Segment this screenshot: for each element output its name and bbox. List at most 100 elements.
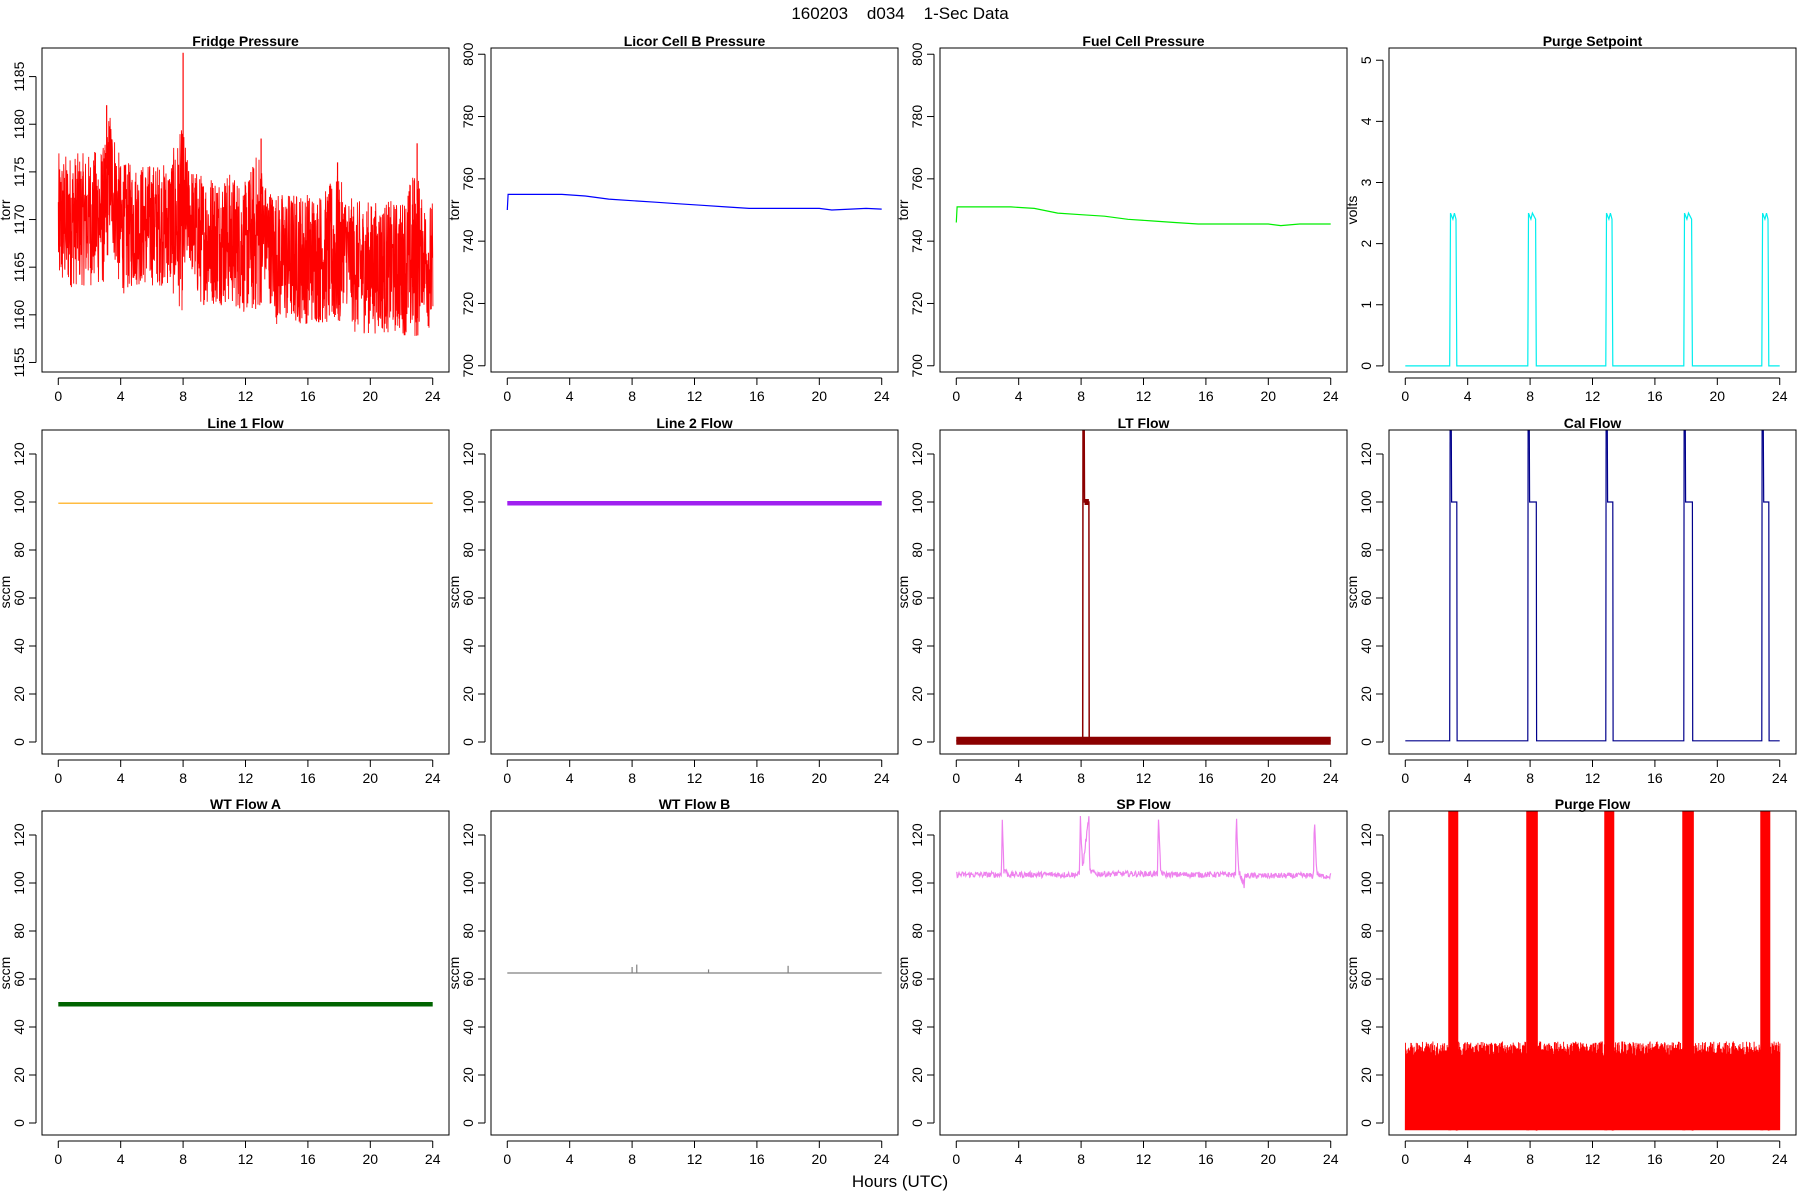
- y-tick-label: 80: [11, 923, 27, 939]
- x-tick-label: 20: [1261, 388, 1277, 404]
- y-tick-label: 100: [11, 871, 27, 895]
- y-tick-label: 40: [1358, 1019, 1374, 1035]
- y-tick-label: 80: [909, 923, 925, 939]
- x-tick-label: 4: [566, 388, 574, 404]
- y-tick-label: 1175: [11, 157, 27, 187]
- y-tick-label: 700: [909, 354, 925, 378]
- chart-panel: Fuel Cell Pressure 0 4 8 12 16 20 24 700 720 740 76…: [895, 33, 1348, 404]
- plot-frame: [939, 429, 1348, 755]
- y-tick-label: 60: [909, 590, 925, 606]
- x-tick-label: 12: [1136, 388, 1152, 404]
- y-tick-label: 1180: [11, 109, 27, 139]
- y-tick-label: 80: [1358, 923, 1374, 939]
- x-tick-label: 8: [628, 770, 636, 786]
- y-tick-label: 120: [1358, 442, 1374, 466]
- chart-panel: Licor Cell B Pressure 0 4 8 12 16 20 24 700 720 74…: [446, 33, 899, 404]
- chart-panel: WT Flow B 0 4 8 12 16 20 24 0 20 40 60 80 100 120 sccm: [446, 796, 899, 1167]
- y-tick-label: 1155: [11, 347, 27, 377]
- panel-title: SP Flow: [1116, 796, 1170, 812]
- y-tick-label: 40: [909, 1019, 925, 1035]
- x-tick-label: 16: [749, 388, 765, 404]
- y-tick-label: 800: [909, 42, 925, 66]
- series-line: [1405, 430, 1780, 742]
- y-tick-label: 20: [460, 686, 476, 702]
- x-tick-label: 0: [503, 388, 511, 404]
- x-tick-label: 20: [1261, 1151, 1277, 1167]
- plot-area: [57, 52, 434, 336]
- y-tick-label: 720: [460, 292, 476, 316]
- y-tick-label: 20: [1358, 686, 1374, 702]
- y-axis-label: sccm: [895, 576, 911, 609]
- y-tick-label: 100: [11, 490, 27, 514]
- x-tick-label: 16: [1647, 770, 1663, 786]
- x-tick-label: 4: [566, 1151, 574, 1167]
- y-tick-label: 100: [460, 871, 476, 895]
- x-tick-label: 12: [238, 770, 254, 786]
- x-tick-label: 0: [952, 1151, 960, 1167]
- y-axis-label: sccm: [895, 957, 911, 990]
- y-tick-label: 0: [11, 738, 27, 746]
- y-tick-label: 3: [1358, 178, 1374, 186]
- y-tick-label: 0: [1358, 738, 1374, 746]
- y-tick-label: 100: [460, 490, 476, 514]
- x-tick-label: 16: [300, 388, 316, 404]
- y-tick-label: 60: [11, 971, 27, 987]
- figure-xlabel: Hours (UTC): [852, 1172, 948, 1191]
- purge-window: [1527, 811, 1537, 1131]
- plot-frame: [41, 429, 450, 755]
- y-tick-label: 0: [1358, 362, 1374, 370]
- x-tick-label: 12: [1585, 1151, 1601, 1167]
- x-tick-label: 24: [425, 388, 441, 404]
- x-tick-label: 24: [1772, 770, 1788, 786]
- panel-title: WT Flow A: [210, 796, 281, 812]
- chart-panel: SP Flow 0 4 8 12 16 20 24 0 20 40 60 80 100 120 sccm: [895, 796, 1348, 1167]
- x-tick-label: 4: [117, 1151, 125, 1167]
- x-tick-label: 20: [363, 770, 379, 786]
- x-tick-label: 24: [874, 770, 890, 786]
- y-tick-label: 0: [909, 1119, 925, 1127]
- y-tick-label: 60: [460, 590, 476, 606]
- purge-window: [1605, 811, 1613, 1131]
- y-tick-label: 5: [1358, 56, 1374, 64]
- y-tick-label: 60: [11, 590, 27, 606]
- x-tick-label: 12: [1585, 770, 1601, 786]
- x-tick-label: 24: [874, 1151, 890, 1167]
- x-tick-label: 12: [687, 770, 703, 786]
- plot-frame: [1388, 810, 1797, 1136]
- y-tick-label: 760: [460, 167, 476, 191]
- x-tick-label: 0: [54, 1151, 62, 1167]
- y-tick-label: 40: [11, 1019, 27, 1035]
- y-tick-label: 120: [460, 823, 476, 847]
- x-tick-label: 24: [874, 388, 890, 404]
- y-tick-label: 1: [1358, 301, 1374, 309]
- y-tick-label: 40: [460, 638, 476, 654]
- x-tick-label: 8: [628, 388, 636, 404]
- series-line: [57, 117, 434, 336]
- panel-title: Line 2 Flow: [656, 415, 732, 431]
- x-tick-label: 0: [503, 770, 511, 786]
- panel-title: Fridge Pressure: [192, 33, 299, 49]
- x-tick-label: 24: [1323, 770, 1339, 786]
- x-tick-label: 12: [238, 1151, 254, 1167]
- series-line: [955, 815, 1332, 889]
- y-tick-label: 20: [11, 1067, 27, 1083]
- x-tick-label: 4: [1464, 770, 1472, 786]
- y-tick-label: 80: [11, 542, 27, 558]
- chart-panel: Line 2 Flow 0 4 8 12 16 20 24 0 20 40 60 80 100 120 scc…: [446, 415, 899, 786]
- y-tick-label: 60: [1358, 590, 1374, 606]
- y-tick-label: 2: [1358, 240, 1374, 248]
- y-tick-label: 80: [1358, 542, 1374, 558]
- x-tick-label: 0: [54, 770, 62, 786]
- purge-window: [1449, 811, 1457, 1131]
- chart-panel: LT Flow 0 4 8 12 16 20 24 0 20 40 60 80 100 120 sccm: [895, 415, 1348, 786]
- y-tick-label: 1170: [11, 204, 27, 234]
- y-tick-label: 40: [11, 638, 27, 654]
- chart-panel: Fridge Pressure 0 4 8 12 16 20 24 1155 1160 1165 11…: [0, 33, 450, 404]
- y-tick-label: 100: [1358, 871, 1374, 895]
- y-tick-label: 740: [460, 229, 476, 253]
- y-axis-label: sccm: [1344, 957, 1360, 990]
- x-tick-label: 8: [179, 388, 187, 404]
- x-tick-label: 24: [1323, 388, 1339, 404]
